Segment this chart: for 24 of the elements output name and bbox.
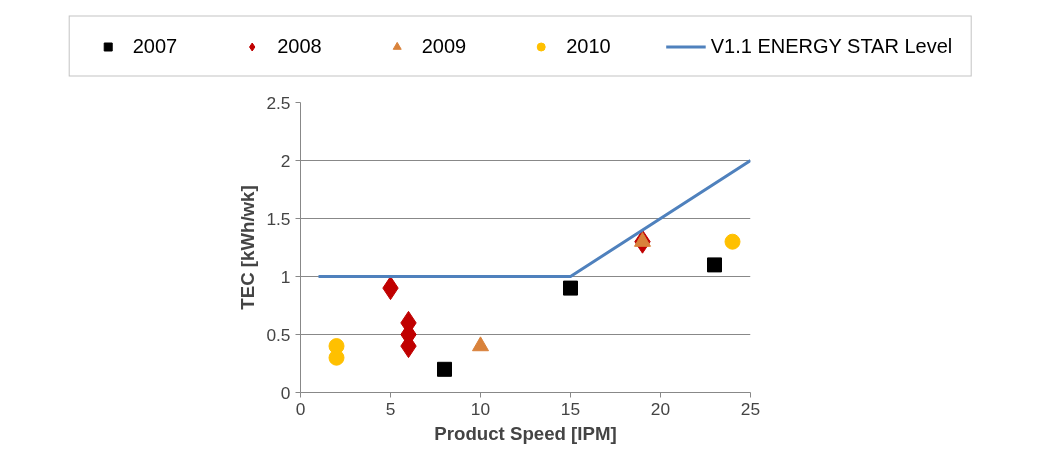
x-tick-label: 15 [560, 398, 581, 419]
point [437, 361, 452, 377]
y-tick-label: 2 [280, 150, 291, 171]
legend-label: V1.1 ENERGY STAR Level [710, 34, 953, 58]
y-tick-label: 2.5 [266, 92, 291, 113]
y-axis-title: TEC [kWh/wk] [237, 185, 259, 310]
y-tick-label: 0 [280, 382, 291, 403]
x-tick-label: 10 [470, 398, 491, 419]
x-tick-label: 25 [740, 398, 761, 419]
x-tick-label: 0 [295, 398, 306, 419]
point [563, 280, 578, 296]
x-tick-label: 20 [650, 398, 671, 419]
legend-label: 2009 [421, 34, 467, 58]
y-tick-label: 1 [280, 266, 291, 287]
legend-label: 2007 [132, 34, 178, 58]
legend-label: 2010 [566, 34, 611, 58]
point [472, 336, 489, 352]
x-axis-title: Product Speed [IPM] [434, 422, 617, 444]
point [724, 233, 741, 250]
y-tick-label: 1.5 [266, 208, 291, 229]
legend-label: 2008 [277, 34, 322, 58]
x-tick-label: 5 [385, 398, 396, 419]
y-tick-label: 0.5 [266, 324, 291, 345]
point [707, 257, 722, 273]
